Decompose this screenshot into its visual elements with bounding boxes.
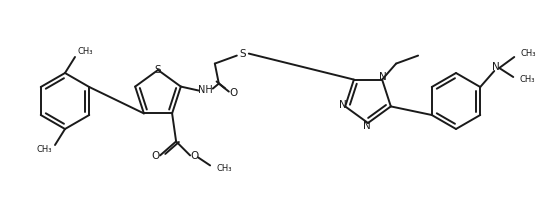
Text: O: O — [190, 151, 198, 161]
Text: CH₃: CH₃ — [216, 164, 231, 173]
Text: N: N — [339, 100, 347, 110]
Text: NH: NH — [198, 85, 213, 95]
Text: CH₃: CH₃ — [36, 145, 52, 154]
Text: CH₃: CH₃ — [78, 48, 94, 57]
Text: O: O — [230, 88, 238, 98]
Text: O: O — [151, 151, 159, 161]
Text: CH₃: CH₃ — [520, 50, 536, 59]
Text: N: N — [363, 121, 371, 131]
Text: N: N — [379, 72, 387, 82]
Text: S: S — [155, 65, 161, 75]
Text: CH₃: CH₃ — [519, 75, 535, 85]
Text: N: N — [493, 62, 500, 72]
Text: S: S — [240, 49, 246, 59]
